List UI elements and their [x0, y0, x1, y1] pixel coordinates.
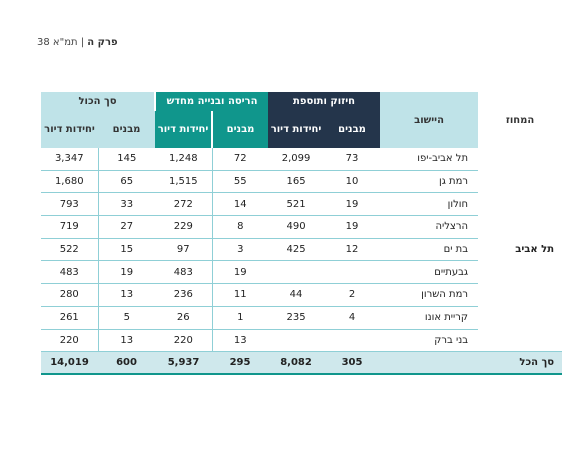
total-row: סך הכל 305 8,082 295 5,937 600 14,019	[41, 351, 563, 376]
value-cell	[268, 260, 325, 285]
sub-header-buildings: מבנים	[98, 111, 156, 148]
city-cell: בני ברק	[380, 329, 479, 353]
value-cell: 483	[41, 260, 99, 285]
city-column-header: היישוב	[380, 92, 479, 148]
value-cell: 236	[155, 283, 213, 307]
table-row: תל אביב תל אביב-יפו 73 2,099 72 1,248 14…	[41, 148, 562, 255]
sub-header-units: יחידות דיור	[41, 111, 99, 148]
group-header-total: סך הכול	[41, 92, 156, 111]
group-header-demolition: הריסה ובנייה מחדש	[154, 92, 269, 111]
value-cell: 2	[324, 283, 381, 307]
value-cell: 1	[211, 306, 269, 330]
value-cell: 3,347	[41, 148, 99, 171]
document-label: תמ"א 38	[37, 37, 78, 48]
value-cell: 522	[41, 238, 99, 262]
value-cell: 13	[211, 329, 269, 353]
value-cell: 280	[41, 283, 99, 307]
value-cell: 13	[97, 329, 156, 353]
group-header-reinforcement: חיזוק ותוספת	[268, 92, 381, 111]
table-row: קריית אונו 4 235 1 26 5 261	[41, 306, 562, 330]
value-cell: 55	[211, 170, 269, 194]
total-value-cell: 8,082	[268, 351, 325, 376]
total-value-cell: 14,019	[41, 351, 99, 376]
table-row: בני ברק 13 220 13 220	[41, 329, 562, 353]
header-separator: |	[77, 37, 88, 48]
table-row: בת ים 12 425 3 97 15 522	[41, 238, 562, 262]
value-cell: 33	[97, 192, 156, 217]
value-cell: 521	[268, 192, 325, 217]
header-row-groups: המחוז היישוב חיזוק ותוספת הריסה ובנייה מ…	[41, 92, 563, 148]
value-cell: 1,680	[41, 170, 99, 194]
value-cell: 220	[155, 329, 213, 353]
value-cell	[324, 329, 381, 353]
value-cell	[324, 260, 381, 285]
city-cell: גבעתיים	[380, 260, 479, 285]
value-cell: 10	[324, 170, 381, 194]
city-cell: תל אביב-יפו	[380, 148, 479, 171]
chapter-label: פרק ה	[87, 37, 118, 48]
value-cell: 1,248	[155, 148, 213, 171]
value-cell: 1,515	[155, 170, 213, 194]
city-cell: חולון	[380, 192, 479, 217]
header-row-subs: מבנים יחידות דיור מבנים יחידות דיור מבני…	[41, 111, 562, 148]
value-cell: 719	[41, 215, 99, 239]
city-cell: קריית אונו	[380, 306, 479, 330]
table-row: רמת גן 10 165 55 1,515 65 1,680	[41, 170, 562, 194]
value-cell: 3	[211, 238, 269, 262]
value-cell: 14	[211, 192, 269, 217]
value-cell: 26	[155, 306, 213, 330]
value-cell: 19	[211, 260, 269, 285]
value-cell: 483	[155, 260, 213, 285]
value-cell: 19	[324, 192, 381, 217]
total-value-cell: 295	[212, 351, 269, 376]
value-cell: 15	[97, 238, 156, 262]
value-cell: 793	[41, 192, 99, 217]
value-cell: 13	[97, 283, 156, 307]
value-cell: 272	[155, 192, 213, 217]
value-cell: 2,099	[268, 148, 325, 171]
value-cell: 97	[155, 238, 213, 262]
sub-header-buildings: מבנים	[211, 111, 269, 148]
value-cell: 44	[268, 283, 325, 307]
total-value-cell: 5,937	[155, 351, 213, 376]
housing-table: המחוז היישוב חיזוק ותוספת הריסה ובנייה מ…	[41, 92, 563, 376]
value-cell: 12	[324, 238, 381, 262]
value-cell: 165	[268, 170, 325, 194]
value-cell: 65	[97, 170, 156, 194]
value-cell: 235	[268, 306, 325, 330]
city-cell: בת ים	[380, 238, 479, 262]
total-value-cell: 600	[98, 351, 156, 376]
value-cell: 145	[97, 148, 156, 171]
city-cell: הרצליה	[380, 215, 479, 239]
value-cell: 4	[324, 306, 381, 330]
table-row: רמת השרון 2 44 11 236 13 280	[41, 283, 562, 307]
city-cell: רמת גן	[380, 170, 479, 194]
value-cell: 73	[324, 148, 381, 171]
value-cell: 19	[324, 215, 381, 239]
total-label: סך הכל	[380, 351, 563, 376]
value-cell: 8	[211, 215, 269, 239]
value-cell: 19	[97, 260, 156, 285]
sub-header-buildings: מבנים	[324, 111, 381, 148]
value-cell: 5	[97, 306, 156, 330]
region-column-header: המחוז	[478, 92, 563, 148]
value-cell: 72	[211, 148, 269, 171]
table-row: הרצליה 19 490 8 229 27 719	[41, 215, 562, 239]
value-cell: 220	[41, 329, 99, 353]
table-row: חולון 19 521 14 272 33 793	[41, 192, 562, 217]
value-cell: 229	[155, 215, 213, 239]
page-header: פרק ה | תמ"א 38	[37, 37, 118, 48]
sub-header-units: יחידות דיור	[268, 111, 325, 148]
value-cell: 11	[211, 283, 269, 307]
value-cell: 27	[97, 215, 156, 239]
value-cell: 425	[268, 238, 325, 262]
region-cell: תל אביב	[515, 244, 555, 256]
value-cell	[268, 329, 325, 353]
table-row: גבעתיים 19 483 19 483	[41, 260, 562, 285]
city-cell: רמת השרון	[380, 283, 479, 307]
value-cell: 490	[268, 215, 325, 239]
value-cell: 261	[41, 306, 99, 330]
total-value-cell: 305	[324, 351, 381, 376]
sub-header-units: יחידות דיור	[155, 111, 213, 148]
